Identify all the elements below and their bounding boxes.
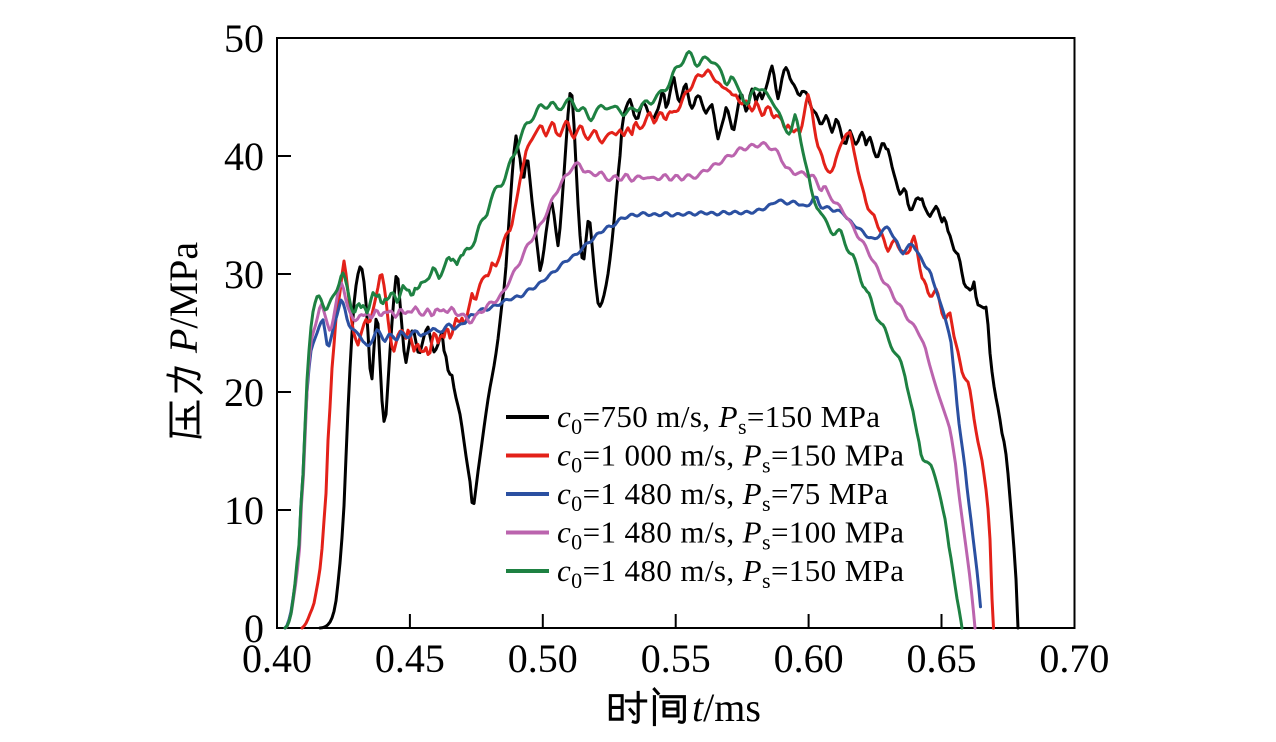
svg-text:0: 0 bbox=[244, 606, 264, 651]
svg-text:0.70: 0.70 bbox=[1039, 636, 1109, 681]
svg-text:c0=750 m/s, Ps=150 MPa: c0=750 m/s, Ps=150 MPa bbox=[557, 399, 880, 439]
svg-text:30: 30 bbox=[224, 252, 264, 297]
svg-text:0.65: 0.65 bbox=[907, 636, 977, 681]
svg-text:10: 10 bbox=[224, 488, 264, 533]
svg-text:P/MPa: P/MPa bbox=[161, 242, 206, 354]
svg-text:0.60: 0.60 bbox=[774, 636, 844, 681]
svg-text:0.55: 0.55 bbox=[641, 636, 711, 681]
svg-text:0.45: 0.45 bbox=[375, 636, 445, 681]
svg-text:c0=1 480 m/s, Ps=75 MPa: c0=1 480 m/s, Ps=75 MPa bbox=[557, 476, 889, 516]
svg-text:0.50: 0.50 bbox=[508, 636, 578, 681]
svg-text:20: 20 bbox=[224, 370, 264, 415]
svg-text:50: 50 bbox=[224, 16, 264, 61]
svg-text:t/ms: t/ms bbox=[692, 685, 761, 730]
svg-text:c0=1 480 m/s, Ps=100 MPa: c0=1 480 m/s, Ps=100 MPa bbox=[557, 515, 904, 555]
svg-text:c0=1 480 m/s, Ps=150 MPa: c0=1 480 m/s, Ps=150 MPa bbox=[557, 553, 904, 593]
svg-text:0.40: 0.40 bbox=[242, 636, 312, 681]
svg-text:40: 40 bbox=[224, 134, 264, 179]
svg-text:c0=1 000 m/s, Ps=150 MPa: c0=1 000 m/s, Ps=150 MPa bbox=[557, 438, 904, 478]
